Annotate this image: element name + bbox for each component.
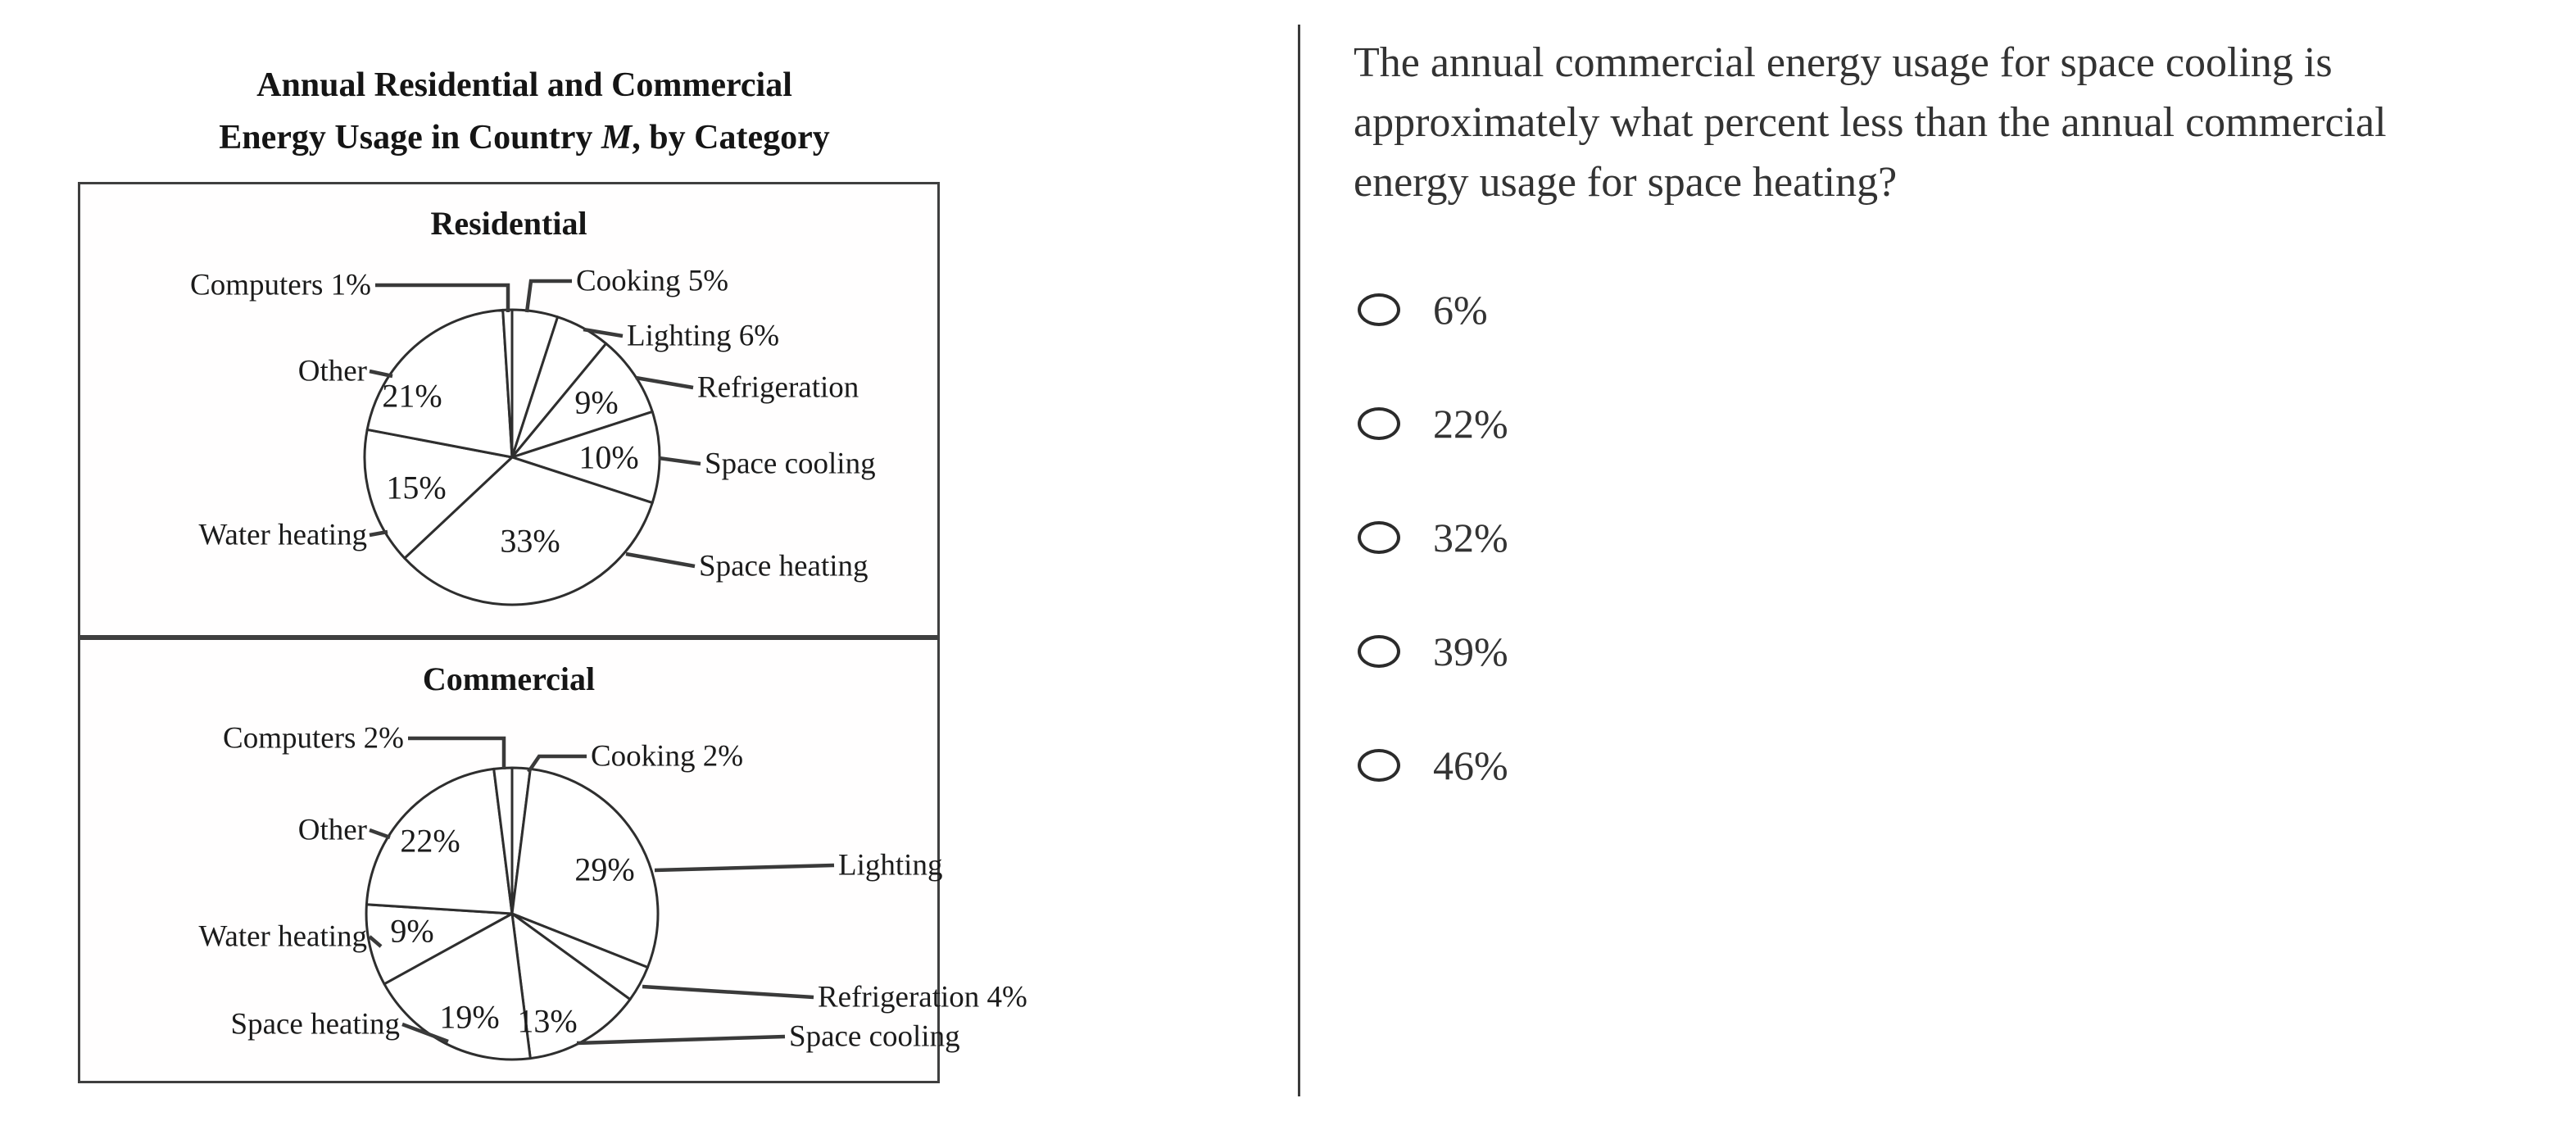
pie-chart-commercial <box>365 736 835 1061</box>
outside-label-commercial-cooking: Cooking 2% <box>591 739 744 774</box>
figure-title: Annual Residential and Commercial Energy… <box>98 59 950 164</box>
option-row: 32% <box>1358 514 1508 561</box>
figure-title-line1: Annual Residential and Commercial <box>256 66 792 104</box>
question-line: energy usage for space heating? <box>1354 159 1898 206</box>
leader-line-residential-other <box>369 369 393 379</box>
leader-line-commercial-refrigeration <box>642 984 814 1000</box>
option-row: 39% <box>1358 628 1508 675</box>
question-line: approximately what percent less than the… <box>1354 99 2387 146</box>
inside-label-commercial-water-heating: 9% <box>390 912 434 950</box>
leader-line-commercial-water-heating <box>368 935 383 948</box>
inside-label-residential-water-heating: 15% <box>386 469 447 506</box>
option-row: 46% <box>1358 742 1508 789</box>
question-line: The annual commercial energy usage for s… <box>1354 39 2333 86</box>
outside-label-residential-space-heating: Space heating <box>699 549 868 583</box>
pie-slice-residential-other <box>365 308 514 459</box>
leader-line-commercial-space-cooling <box>576 1034 786 1046</box>
outside-label-commercial-other: Other <box>297 813 367 847</box>
leader-line-residential-water-heating <box>369 529 388 538</box>
commercial-panel-title: Commercial <box>422 660 596 697</box>
option-radio[interactable] <box>1358 521 1400 554</box>
residential-chart-panel: Residential Cooking 5% Lighting 6% 9% Refri… <box>78 182 940 638</box>
pie-slice-commercial-water-heating <box>365 903 514 986</box>
option-radio[interactable] <box>1358 635 1400 668</box>
inside-label-commercial-lighting: 29% <box>574 851 635 888</box>
option-label[interactable]: 6% <box>1433 287 1488 333</box>
option-label[interactable]: 39% <box>1433 628 1508 674</box>
option-row: 22% <box>1358 400 1508 447</box>
outside-label-residential-water-heating: Water heating <box>198 518 367 552</box>
vertical-divider <box>1298 25 1300 1096</box>
pie-slice-residential-refrigeration <box>510 342 654 459</box>
leader-line-commercial-space-heating <box>401 1022 449 1044</box>
outside-label-commercial-water-heating: Water heating <box>198 919 367 954</box>
leader-line-residential-cooking <box>524 279 572 313</box>
inside-label-residential-refrigeration: 9% <box>574 383 619 421</box>
pie-chart-residential <box>363 279 701 606</box>
inside-label-commercial-space-cooling: 13% <box>517 1002 578 1040</box>
leader-line-commercial-cooking <box>527 754 587 774</box>
outside-label-residential-computers: Computers 1% <box>190 268 371 302</box>
residential-panel-title: Residential <box>430 205 587 242</box>
figure-title-line2-prefix: Energy Usage in Country <box>219 119 601 157</box>
option-radio[interactable] <box>1358 749 1400 782</box>
option-label[interactable]: 22% <box>1433 401 1508 447</box>
outside-label-residential-cooking: Cooking 5% <box>576 264 729 298</box>
inside-label-commercial-space-heating: 19% <box>439 998 500 1036</box>
leader-line-residential-space-cooling <box>658 456 701 466</box>
option-label[interactable]: 32% <box>1433 515 1508 560</box>
pie-slice-commercial-lighting <box>510 767 660 969</box>
inside-label-residential-space-heating: 33% <box>500 522 560 560</box>
leader-line-commercial-computers <box>408 736 506 769</box>
outside-label-commercial-computers: Computers 2% <box>223 721 404 756</box>
commercial-chart-panel: Commercial Cooking 2% 29% Lighting Refriger… <box>78 638 1027 1083</box>
outside-label-commercial-space-heating: Space heating <box>230 1007 401 1041</box>
pie-slice-residential-space-heating <box>403 456 654 606</box>
figure-title-line2: Energy Usage in Country M, by Category <box>98 111 950 164</box>
outside-label-commercial-refrigeration: Refrigeration 4% <box>818 980 1027 1014</box>
inside-label-residential-other: 21% <box>382 377 442 415</box>
leader-line-commercial-lighting <box>654 863 835 873</box>
outside-label-residential-refrigeration: Refrigeration <box>697 370 859 405</box>
outside-label-commercial-lighting: Lighting <box>838 848 943 883</box>
outside-label-residential-other: Other <box>297 354 367 388</box>
outside-label-commercial-space-cooling: Space cooling <box>789 1019 960 1054</box>
leader-line-commercial-other <box>369 828 391 840</box>
inside-label-commercial-other: 22% <box>400 822 460 860</box>
outside-label-residential-space-cooling: Space cooling <box>705 447 876 481</box>
leader-line-residential-refrigeration <box>635 375 694 390</box>
option-radio[interactable] <box>1358 293 1400 326</box>
outside-label-residential-lighting: Lighting 6% <box>627 319 780 353</box>
leader-line-residential-lighting <box>583 327 624 338</box>
option-row: 6% <box>1358 286 1488 334</box>
pie-slice-commercial-space-heating <box>383 912 532 1061</box>
leader-line-residential-space-heating <box>625 551 696 569</box>
question-text: The annual commercial energy usage for s… <box>1354 33 2387 212</box>
pie-slice-residential-water-heating <box>363 428 514 560</box>
figure-title-line2-suffix: , by Category <box>632 119 830 157</box>
option-label[interactable]: 46% <box>1433 742 1508 788</box>
pie-slice-commercial-space-cooling <box>510 912 632 1060</box>
pie-slice-commercial-other <box>365 767 514 915</box>
option-radio[interactable] <box>1358 407 1400 440</box>
inside-label-residential-space-cooling: 10% <box>578 438 639 476</box>
figure-title-country: M <box>601 119 633 157</box>
leader-line-residential-computers <box>375 283 510 312</box>
